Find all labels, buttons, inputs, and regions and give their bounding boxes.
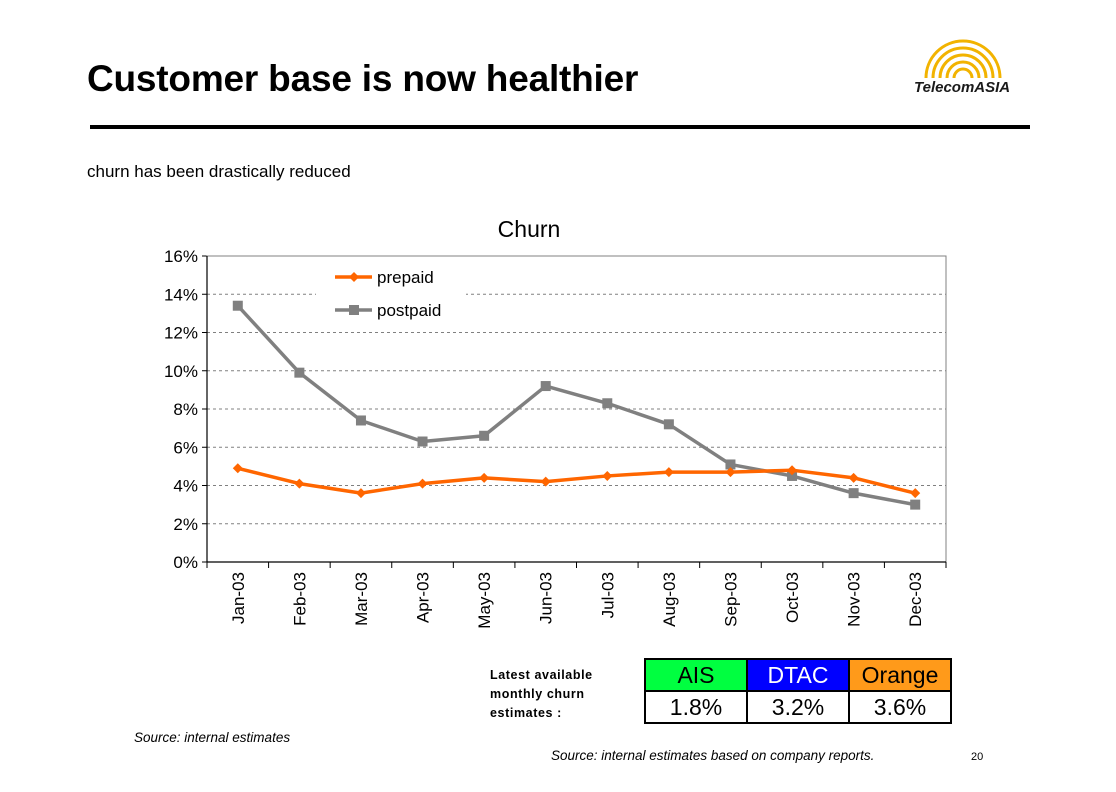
slide-title: Customer base is now healthier: [87, 58, 639, 99]
value-ais: 1.8%: [644, 690, 748, 724]
y-tick-label: 12%: [164, 324, 198, 343]
x-tick-label: Oct-03: [783, 572, 802, 623]
data-point-prepaid: [602, 470, 613, 481]
value-orange: 3.6%: [848, 690, 952, 724]
x-tick-label: Aug-03: [660, 572, 679, 627]
data-point-prepaid: [355, 488, 366, 499]
data-point-prepaid: [725, 467, 736, 478]
data-point-postpaid: [355, 415, 366, 426]
axes: [202, 255, 947, 568]
y-tick-label: 2%: [173, 515, 198, 534]
y-tick-label: 16%: [164, 247, 198, 266]
x-tick-label: Jan-03: [229, 572, 248, 624]
data-point-prepaid: [787, 465, 798, 476]
logo-text: TelecomASIA: [914, 79, 1010, 96]
header-ais: AIS: [644, 658, 748, 692]
slide-subtitle: churn has been drastically reduced: [87, 162, 351, 181]
legend-marker-postpaid: [349, 305, 359, 315]
data-point-prepaid: [294, 478, 305, 489]
x-tick-label: Jun-03: [537, 572, 556, 624]
header-dtac: DTAC: [746, 658, 850, 692]
telecomasia-logo: TelecomASIA: [914, 39, 1010, 96]
data-point-postpaid: [294, 367, 305, 378]
data-point-postpaid: [848, 488, 859, 499]
data-point-prepaid: [663, 467, 674, 478]
legend-marker-prepaid: [349, 272, 359, 282]
data-point-postpaid: [787, 470, 798, 481]
estimates-value-row: 1.8% 3.2% 3.6%: [644, 690, 952, 724]
x-tick-label: Feb-03: [290, 572, 309, 626]
x-tick-label: Sep-03: [721, 572, 740, 627]
churn-estimates-table: AIS DTAC Orange 1.8% 3.2% 3.6%: [644, 658, 952, 724]
data-point-postpaid: [663, 419, 674, 430]
chart-title: Churn: [498, 216, 561, 242]
y-tick-labels: 0% 2% 4% 6% 8% 10% 12% 14% 16%: [164, 247, 198, 572]
y-tick-label: 4%: [173, 477, 198, 496]
legend-label-postpaid: postpaid: [377, 301, 441, 320]
legend-label-prepaid: prepaid: [377, 268, 434, 287]
y-tick-label: 10%: [164, 362, 198, 381]
data-point-prepaid: [540, 476, 551, 487]
data-point-prepaid: [417, 478, 428, 489]
header-orange: Orange: [848, 658, 952, 692]
data-point-prepaid: [910, 488, 921, 499]
data-point-prepaid: [479, 472, 490, 483]
page-number: 20: [971, 751, 984, 763]
x-tick-label: Mar-03: [352, 572, 371, 626]
estimates-label: Latest available monthly churn estimates…: [490, 668, 593, 720]
source-note-left: Source: internal estimates: [134, 730, 291, 745]
x-tick-labels: Jan-03 Feb-03 Mar-03 Apr-03 May-03 Jun-03 Jul-…: [229, 572, 925, 629]
series-line-postpaid: [236, 304, 916, 507]
source-note-right: Source: internal estimates based on comp…: [551, 748, 875, 763]
series-layer: [232, 300, 921, 510]
x-tick-label: Nov-03: [845, 572, 864, 627]
y-tick-label: 8%: [173, 400, 198, 419]
data-point-postpaid: [417, 436, 428, 447]
data-point-postpaid: [479, 430, 490, 441]
legend-box: [316, 262, 466, 324]
data-point-postpaid: [725, 459, 736, 470]
x-tick-label: Jul-03: [598, 572, 617, 618]
legend: prepaid postpaid: [316, 262, 466, 324]
y-tick-label: 6%: [173, 438, 198, 457]
y-tick-label: 0%: [173, 553, 198, 572]
data-point-postpaid: [540, 381, 551, 392]
title-rule: [90, 125, 1030, 129]
value-dtac: 3.2%: [746, 690, 850, 724]
data-point-prepaid: [848, 472, 859, 483]
estimates-header-row: AIS DTAC Orange: [644, 658, 952, 692]
series-line-prepaid: [237, 466, 916, 495]
data-point-prepaid: [232, 463, 243, 474]
y-tick-label: 14%: [164, 285, 198, 304]
data-point-postpaid: [232, 300, 243, 311]
data-point-postpaid: [910, 499, 921, 510]
x-tick-label: May-03: [475, 572, 494, 629]
x-tick-label: Apr-03: [414, 572, 433, 623]
data-point-postpaid: [602, 398, 613, 409]
x-tick-label: Dec-03: [906, 572, 925, 627]
